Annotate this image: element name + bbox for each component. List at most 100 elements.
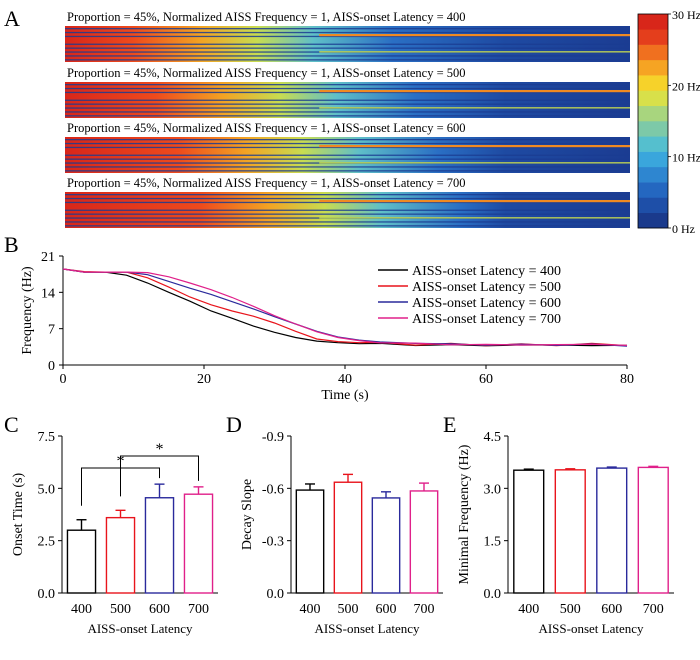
colorbar-segment — [638, 182, 668, 198]
bar-500 — [333, 481, 363, 594]
x-tick-label: 400 — [300, 602, 321, 617]
x-axis-label: Time (s) — [321, 388, 369, 403]
bar-700 — [409, 490, 439, 594]
colorbar-segment — [638, 166, 668, 183]
bar-400 — [66, 529, 97, 594]
colorbar-segment — [638, 75, 668, 91]
panel-letter-a: A — [4, 6, 20, 31]
x-tick-label: 600 — [149, 602, 170, 617]
colorbar: 30 Hz 20 Hz 10 Hz 0 Hz — [637, 8, 700, 236]
y-axis-label: Decay Slope — [240, 479, 255, 550]
heatmap-active-band — [319, 145, 630, 148]
bar-600 — [371, 497, 401, 594]
heatmap-stripe — [65, 47, 630, 49]
significance-label-1: * — [156, 441, 164, 458]
heatmap-active-band — [319, 107, 630, 109]
y-tick-label: 4.5 — [484, 430, 502, 445]
heatmap-stripe — [65, 31, 630, 34]
heatmap-stripe — [65, 166, 630, 168]
colorbar-frame — [637, 13, 669, 229]
x-tick-label: 0 — [60, 372, 67, 387]
heatmap-stripe — [65, 28, 630, 30]
panel-c-bar-chart: 0.0 2.5 5.0 7.5 400 500 600 700 AISS-onset Laten… — [11, 430, 218, 636]
y-axis-label: Frequency (Hz) — [20, 266, 35, 355]
y-tick-label: 2.5 — [38, 535, 56, 550]
x-tick-label: 600 — [376, 602, 397, 617]
x-axis-label: AISS-onset Latency — [314, 621, 420, 636]
y-tick-label: -0.3 — [262, 535, 284, 550]
heatmap-active-band — [319, 34, 630, 37]
x-axis-label: AISS-onset Latency — [538, 621, 644, 636]
y-axis-label: Minimal Frequency (Hz) — [457, 444, 472, 584]
heatmap-stripe — [65, 59, 630, 61]
heatmap-stripe — [65, 194, 630, 196]
y-tick-label: 3.0 — [484, 482, 502, 497]
heatmap-active-band — [319, 90, 630, 93]
colorbar-segment — [638, 197, 668, 214]
colorbar-segment — [638, 90, 668, 107]
colorbar-segment — [638, 14, 668, 30]
x-tick-label: 500 — [110, 602, 131, 617]
bar-500 — [554, 469, 586, 594]
colorbar-tick-label: 30 Hz — [672, 8, 700, 22]
heatmap-stripe — [65, 139, 630, 141]
colorbar-segment — [638, 212, 668, 229]
heatmap-stripe — [65, 209, 630, 211]
y-tick-label: -0.9 — [262, 430, 284, 445]
heatmap-title-600: Proportion = 45%, Normalized AISS Freque… — [67, 121, 466, 135]
bar-400 — [295, 489, 325, 594]
heatmap-stripe — [65, 146, 630, 149]
panel-letter-b: B — [4, 232, 19, 257]
y-tick-label: 0.0 — [267, 587, 285, 602]
colorbar-segment — [638, 136, 668, 152]
heatmap-stripe — [65, 170, 630, 172]
x-axis-label: AISS-onset Latency — [87, 621, 193, 636]
panel-b-line-chart: 0 7 14 21 0 20 40 60 80 Time (s) Frequency (Hz) AIS… — [20, 250, 634, 403]
y-tick-label: 7.5 — [38, 430, 56, 445]
heatmap-stripe — [65, 103, 630, 105]
y-tick-label: 14 — [41, 286, 55, 301]
colorbar-segment — [638, 59, 668, 76]
colorbar-tick-label: 0 Hz — [672, 222, 695, 236]
bar-700 — [183, 493, 214, 594]
series-line-3 — [62, 268, 628, 346]
heatmap-title-400: Proportion = 45%, Normalized AISS Freque… — [67, 10, 466, 24]
bar-600 — [596, 467, 628, 594]
x-tick-label: 700 — [414, 602, 435, 617]
x-tick-label: 20 — [197, 372, 211, 387]
bar-600 — [144, 497, 175, 594]
heatmap-stripe — [65, 158, 630, 160]
heatmap-stripe — [65, 111, 630, 113]
colorbar-tick-label: 10 Hz — [672, 151, 700, 165]
heatmap-active-band — [319, 200, 630, 203]
x-tick-label: 400 — [71, 602, 92, 617]
y-tick-label: 7 — [48, 323, 55, 338]
panel-letter-c: C — [4, 412, 19, 437]
legend-label-0: AISS-onset Latency = 400 — [412, 264, 561, 279]
panel-e-bar-chart: 0.0 1.5 3.0 4.5 400 500 600 700 AISS-onset Laten… — [457, 430, 674, 636]
heatmap-stripe — [65, 142, 630, 145]
panel-letter-e: E — [443, 412, 456, 437]
heatmap-stripe — [65, 91, 630, 94]
heatmap-stripe — [65, 213, 630, 215]
heatmap-stripe — [65, 154, 630, 156]
heatmap-stripe — [65, 197, 630, 200]
heatmap-stripe — [65, 84, 630, 86]
y-tick-label: 21 — [41, 250, 55, 265]
bar-700 — [637, 466, 669, 594]
heatmap-active-band — [319, 162, 630, 164]
heatmap-stripe — [65, 87, 630, 90]
heatmap-stripe — [65, 221, 630, 223]
x-tick-label: 500 — [338, 602, 359, 617]
heatmap-stripe — [65, 35, 630, 38]
colorbar-segment — [638, 29, 668, 45]
x-tick-label: 600 — [601, 602, 622, 617]
heatmap-title-500: Proportion = 45%, Normalized AISS Freque… — [67, 66, 466, 80]
x-tick-label: 60 — [479, 372, 493, 387]
y-tick-label: 1.5 — [484, 535, 502, 550]
panel-a-heatmaps: Proportion = 45%, Normalized AISS Freque… — [65, 10, 630, 228]
bar-500 — [105, 516, 136, 594]
legend-label-2: AISS-onset Latency = 600 — [412, 296, 561, 311]
panel-d-bar-chart: 0.0 -0.3 -0.6 -0.9 400 500 600 700 AISS-onset La… — [240, 430, 443, 636]
legend-label-1: AISS-onset Latency = 500 — [412, 280, 561, 295]
